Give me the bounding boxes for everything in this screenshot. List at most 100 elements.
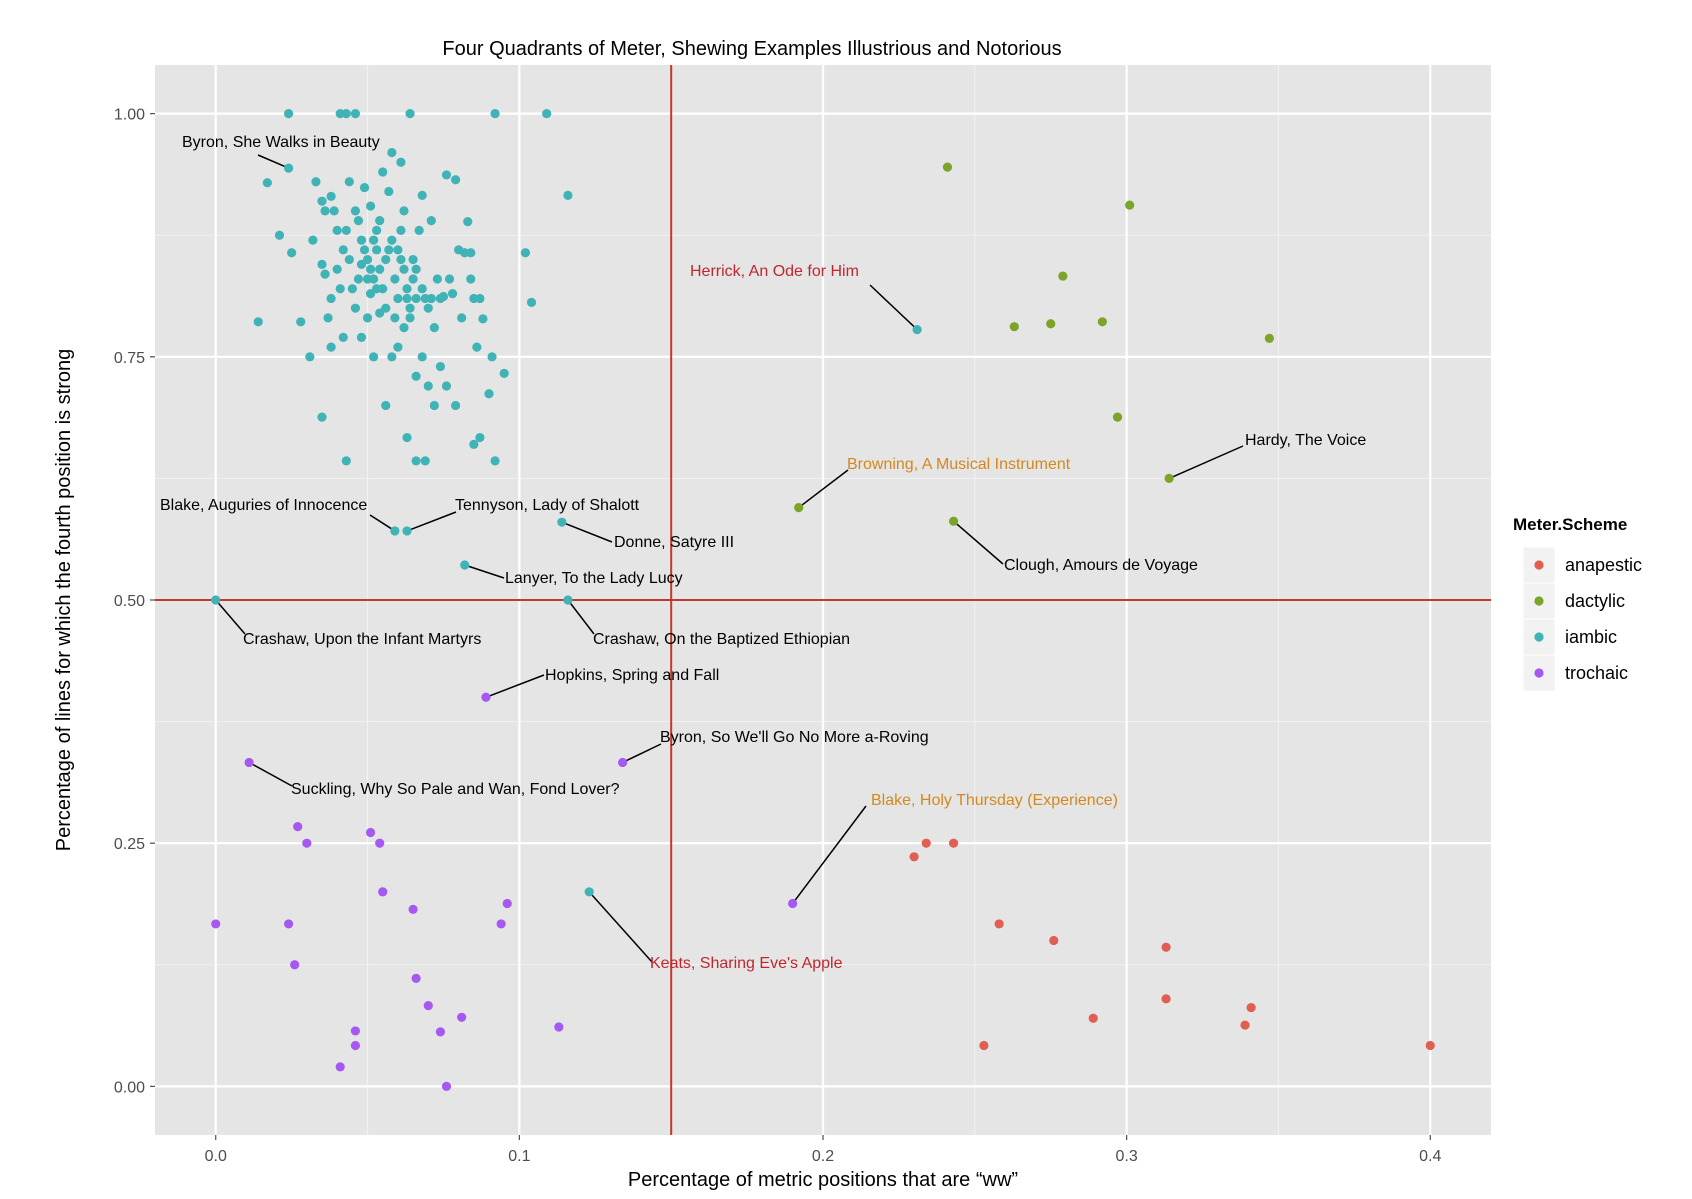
annotation-label: Keats, Sharing Eve's Apple — [650, 955, 843, 972]
data-point-iambic — [350, 206, 360, 216]
data-point-iambic — [387, 352, 397, 362]
annotation-label: Blake, Auguries of Innocence — [160, 497, 367, 514]
data-point-dactylic — [1112, 412, 1123, 422]
data-point-iambic — [381, 303, 391, 313]
data-point-iambic — [362, 313, 373, 323]
data-point-iambic — [454, 245, 464, 255]
data-point-iambic — [402, 432, 412, 443]
data-point-iambic — [542, 109, 552, 119]
data-point-anapestic — [1161, 994, 1171, 1004]
data-point-anapestic — [1161, 942, 1171, 952]
data-point-iambic — [441, 381, 452, 391]
data-point-iambic — [484, 389, 494, 399]
annotation-label: Hopkins, Spring and Fall — [545, 667, 719, 684]
data-point-anapestic — [994, 919, 1004, 929]
data-point-iambic — [350, 303, 360, 313]
data-point-iambic — [365, 264, 376, 274]
data-point-iambic — [429, 323, 439, 333]
data-point-iambic — [405, 313, 415, 323]
data-point-iambic — [362, 274, 373, 284]
data-point-iambic — [393, 293, 403, 304]
data-point-iambic — [384, 186, 394, 197]
data-point-iambic — [350, 109, 360, 119]
data-point-iambic — [326, 191, 336, 201]
data-point-iambic — [417, 284, 427, 294]
legend: Meter.Scheme anapestic dactylic iambic troc… — [1513, 515, 1642, 692]
data-point-trochaic — [211, 919, 221, 929]
data-point-iambic — [390, 274, 400, 284]
data-point-iambic — [402, 526, 412, 536]
y-tick-label: 0.25 — [114, 836, 145, 853]
data-point-trochaic — [302, 838, 312, 848]
data-point-iambic — [457, 313, 467, 323]
annotation-labels: Byron, She Walks in Beauty Herrick, An Od… — [160, 134, 1366, 972]
data-point-iambic — [387, 235, 397, 245]
data-point-iambic — [359, 182, 370, 193]
data-point-iambic — [338, 332, 348, 342]
data-point-iambic — [584, 887, 594, 897]
data-point-trochaic — [411, 973, 421, 983]
x-tick-label: 0.4 — [1419, 1148, 1441, 1165]
data-point-iambic — [347, 284, 357, 294]
data-point-iambic — [438, 291, 449, 302]
data-point-iambic — [472, 342, 482, 352]
legend-key-dactylic — [1522, 582, 1556, 620]
data-point-iambic — [411, 264, 421, 274]
data-point-iambic — [451, 175, 461, 185]
legend-label-iambic: iambic — [1565, 627, 1617, 647]
data-point-trochaic — [244, 757, 254, 768]
data-point-iambic — [405, 109, 415, 119]
annotation-label: Blake, Holy Thursday (Experience) — [871, 792, 1118, 809]
data-point-trochaic — [618, 757, 628, 768]
data-point-iambic — [253, 317, 263, 327]
y-tick-label: 0.75 — [114, 350, 145, 367]
annotation-leader-line — [798, 469, 849, 509]
data-point-iambic — [317, 259, 327, 270]
x-tick-label: 0.2 — [812, 1148, 834, 1165]
data-point-dactylic — [942, 162, 953, 172]
annotation-leader-line — [406, 511, 457, 532]
annotation-leader-line — [561, 521, 613, 543]
data-point-iambic — [912, 324, 922, 335]
data-point-iambic — [393, 342, 403, 352]
data-point-iambic — [402, 284, 412, 294]
data-point-anapestic — [909, 852, 919, 862]
annotation-label: Herrick, An Ode for Him — [690, 263, 859, 280]
data-point-anapestic — [948, 838, 959, 848]
annotation-leader-line — [464, 564, 505, 579]
data-point-iambic — [411, 456, 421, 466]
reference-lines — [155, 65, 1491, 1135]
annotation-leader-line — [369, 514, 396, 532]
data-point-iambic — [332, 264, 342, 274]
data-point-dactylic — [1058, 271, 1068, 281]
annotation-leader-line — [792, 805, 867, 904]
y-tick-label: 0.00 — [114, 1079, 145, 1096]
annotation-label: Donne, Satyre III — [614, 534, 734, 551]
data-point-iambic — [372, 284, 382, 294]
data-point-iambic — [393, 245, 403, 255]
data-point-iambic — [381, 400, 391, 411]
data-point-iambic — [332, 225, 342, 235]
data-point-iambic — [408, 254, 418, 265]
data-point-iambic — [414, 225, 424, 235]
data-point-iambic — [444, 274, 455, 284]
data-point-anapestic — [1240, 1020, 1250, 1030]
data-point-trochaic — [293, 822, 303, 832]
data-point-trochaic — [365, 827, 376, 838]
data-point-iambic — [399, 206, 409, 216]
legend-swatch-dactylic — [1534, 596, 1544, 606]
data-point-iambic — [359, 245, 370, 255]
data-point-anapestic — [1088, 1013, 1098, 1023]
annotation-label: Byron, So We'll Go No More a-Roving — [660, 729, 929, 746]
data-point-iambic — [323, 313, 333, 323]
data-point-trochaic — [502, 898, 512, 909]
data-point-iambic — [356, 259, 367, 270]
legend-swatch-anapestic — [1534, 560, 1544, 570]
data-point-iambic — [305, 352, 315, 362]
data-point-iambic — [341, 225, 351, 235]
data-point-dactylic — [948, 516, 959, 526]
data-point-iambic — [405, 303, 415, 313]
data-point-iambic — [417, 190, 427, 200]
